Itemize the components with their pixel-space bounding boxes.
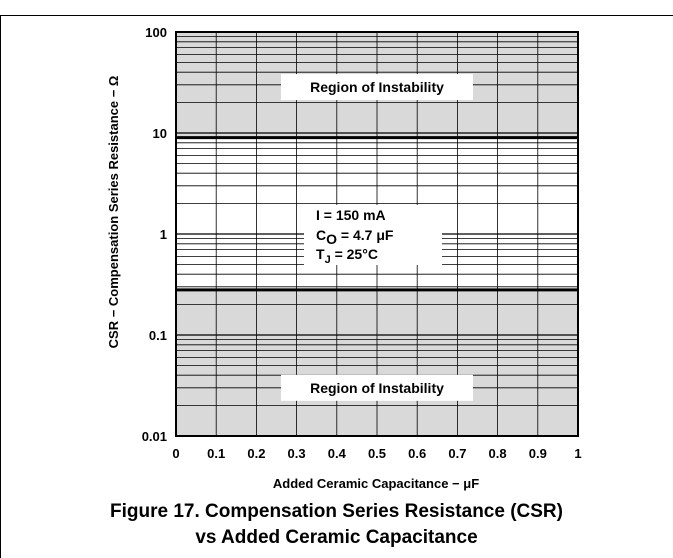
x-tick-label: 0.7: [448, 446, 466, 461]
condition-capacitance: CO = 4.7 μF: [316, 227, 394, 247]
test-conditions: I = 150 mA CO = 4.7 μF TJ = 25°C: [304, 205, 442, 266]
x-tick-label: 0.4: [328, 446, 347, 461]
tick-labels: 0 0.1 0.2 0.3 0.4 0.5 0.6 0.7 0.8 0.9 1 0.01 0.1 1 10 1…: [142, 25, 582, 461]
x-tick-label: 0.2: [247, 446, 265, 461]
y-tick-label: 10: [153, 126, 167, 141]
x-tick-label: 0.1: [207, 446, 225, 461]
figure-caption-line1: Figure 17. Compensation Series Resistanc…: [110, 501, 563, 522]
stability-boundaries: [176, 136, 578, 292]
y-tick-label: 100: [145, 25, 167, 40]
condition-capacitance-subscript: O: [326, 231, 337, 247]
region-label-2: Region of Instability: [310, 380, 444, 396]
condition-temperature-symbol: T: [316, 246, 325, 262]
conditions-box: [304, 205, 442, 265]
condition-capacitance-symbol: C: [316, 227, 326, 243]
y-axis-label: CSR − Compensation Series Resistance − Ω: [106, 76, 121, 349]
condition-capacitance-value: = 4.7 μF: [337, 227, 394, 243]
x-tick-label: 1: [574, 446, 581, 461]
condition-temperature: TJ = 25°C: [316, 246, 378, 266]
y-tick-label: 1: [160, 227, 167, 242]
region-label-box-2: [281, 374, 473, 401]
condition-temperature-value: = 25°C: [331, 246, 378, 262]
region-label-box-1: [281, 74, 473, 101]
x-tick-label: 0: [172, 446, 179, 461]
condition-temperature-subscript: J: [325, 254, 331, 266]
x-tick-label: 0.6: [408, 446, 426, 461]
region-label-1: Region of Instability: [310, 79, 444, 95]
region-labels: Region of Instability Region of Instabili…: [281, 74, 473, 401]
plot-border: [175, 31, 579, 437]
x-tick-label: 0.5: [368, 446, 386, 461]
csr-chart: Region of Instability Region of Instabili…: [106, 25, 582, 491]
y-tick-label: 0.01: [142, 429, 167, 444]
condition-current: I = 150 mA: [316, 207, 386, 223]
x-tick-label: 0.3: [288, 446, 306, 461]
x-tick-label: 0.8: [489, 446, 507, 461]
y-tick-label: 0.1: [149, 328, 167, 343]
figure-caption-line2: vs Added Ceramic Capacitance: [195, 527, 478, 548]
x-axis-label: Added Ceramic Capacitance − μF: [273, 476, 479, 491]
x-tick-label: 0.9: [529, 446, 547, 461]
